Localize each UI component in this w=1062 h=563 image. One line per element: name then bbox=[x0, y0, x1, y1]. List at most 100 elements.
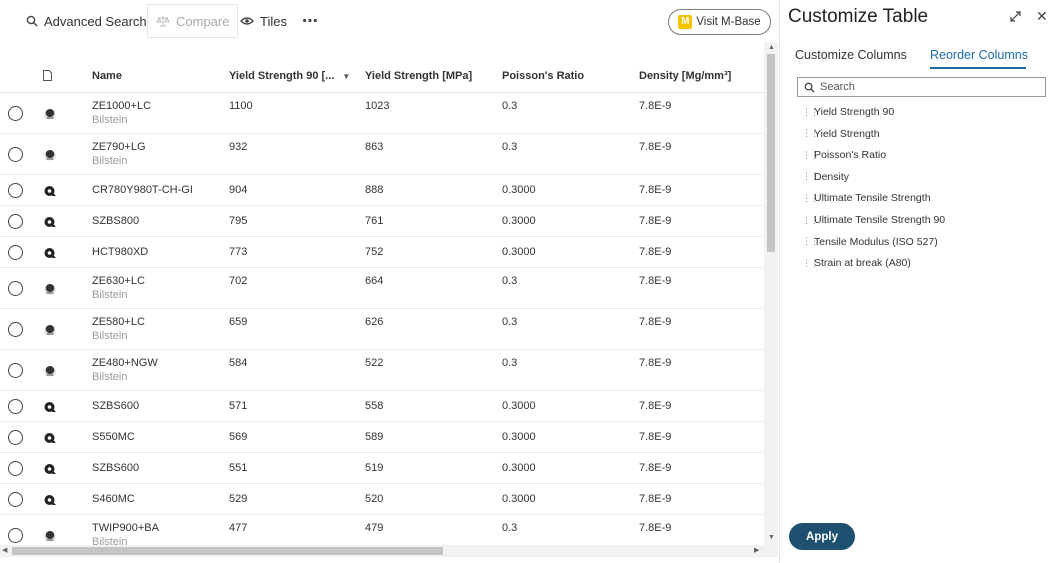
visit-mbase-button[interactable]: M Visit M-Base bbox=[668, 9, 771, 35]
row-select-radio[interactable] bbox=[8, 147, 23, 162]
apply-button[interactable]: Apply bbox=[789, 523, 855, 550]
row-select-radio[interactable] bbox=[8, 281, 23, 296]
more-options-button[interactable]: ⋯ bbox=[302, 4, 319, 38]
reorder-column-item[interactable]: ⋮⋮ Density bbox=[802, 171, 849, 183]
table-row[interactable]: HCT980XD 773 752 0.3000 7.8E-9 bbox=[0, 237, 764, 268]
cell-supplier: Bilstein bbox=[92, 330, 128, 342]
advanced-search-button[interactable]: Advanced Search bbox=[26, 4, 147, 38]
reorder-column-item[interactable]: ⋮⋮ Tensile Modulus (ISO 527) bbox=[802, 236, 938, 248]
cell-name[interactable]: SZBS600 bbox=[92, 462, 140, 474]
horizontal-scrollbar[interactable]: ◀ ▶ bbox=[0, 545, 778, 557]
drag-handle-icon[interactable]: ⋮⋮ bbox=[802, 236, 819, 247]
row-select-radio[interactable] bbox=[8, 183, 23, 198]
tab-customize-columns[interactable]: Customize Columns bbox=[795, 48, 907, 62]
table-row[interactable]: ZE580+LC Bilstein 659 626 0.3 7.8E-9 bbox=[0, 309, 764, 350]
reorder-column-label: Yield Strength bbox=[814, 127, 880, 140]
horizontal-scroll-thumb[interactable] bbox=[12, 547, 443, 555]
tab-reorder-columns[interactable]: Reorder Columns bbox=[930, 48, 1028, 62]
material-coil-icon bbox=[44, 495, 56, 505]
reorder-column-item[interactable]: ⋮⋮ Ultimate Tensile Strength 90 bbox=[802, 214, 945, 226]
drag-handle-icon[interactable]: ⋮⋮ bbox=[802, 192, 819, 203]
drag-handle-icon[interactable]: ⋮⋮ bbox=[802, 171, 819, 182]
row-select-radio[interactable] bbox=[8, 363, 23, 378]
cell-name[interactable]: SZBS600 bbox=[92, 400, 140, 412]
cell-name[interactable]: SZBS800 bbox=[92, 215, 140, 227]
results-pane: Advanced Search Compare Tiles ⋯ M Visit … bbox=[0, 4, 778, 557]
table-row[interactable]: CR780Y980T-CH-GI 904 888 0.3000 7.8E-9 bbox=[0, 175, 764, 206]
drag-handle-icon[interactable]: ⋮⋮ bbox=[802, 128, 819, 139]
table-row[interactable]: ZE630+LC Bilstein 702 664 0.3 7.8E-9 bbox=[0, 268, 764, 309]
scroll-right-icon[interactable]: ▶ bbox=[754, 547, 760, 554]
reorder-column-item[interactable]: ⋮⋮ Strain at break (A80) bbox=[802, 257, 911, 269]
header-poissons-ratio[interactable]: Poisson's Ratio bbox=[502, 70, 585, 82]
row-select-radio[interactable] bbox=[8, 245, 23, 260]
cell-density: 7.8E-9 bbox=[639, 462, 672, 474]
row-select-radio[interactable] bbox=[8, 214, 23, 229]
tiles-button[interactable]: Tiles bbox=[240, 4, 287, 38]
cell-poissons-ratio: 0.3 bbox=[502, 357, 518, 369]
table-row[interactable]: S550MC 569 589 0.3000 7.8E-9 bbox=[0, 422, 764, 453]
more-icon: ⋯ bbox=[302, 13, 319, 30]
cell-yield-strength: 752 bbox=[365, 246, 384, 258]
cell-density: 7.8E-9 bbox=[639, 493, 672, 505]
table-row[interactable]: ZE1000+LC Bilstein 1100 1023 0.3 7.8E-9 bbox=[0, 93, 764, 134]
cell-poissons-ratio: 0.3 bbox=[502, 522, 518, 534]
row-select-radio[interactable] bbox=[8, 430, 23, 445]
scroll-left-icon[interactable]: ◀ bbox=[2, 547, 8, 554]
material-coil-icon bbox=[44, 248, 56, 258]
compare-button[interactable]: Compare bbox=[147, 4, 239, 38]
table-row[interactable]: SZBS600 571 558 0.3000 7.8E-9 bbox=[0, 391, 764, 422]
row-select-radio[interactable] bbox=[8, 106, 23, 121]
cell-yield-strength-90: 659 bbox=[229, 316, 248, 328]
cell-yield-strength-90: 529 bbox=[229, 493, 248, 505]
sort-desc-icon[interactable]: ▼ bbox=[342, 72, 351, 81]
table-row[interactable]: SZBS600 551 519 0.3000 7.8E-9 bbox=[0, 453, 764, 484]
drag-handle-icon[interactable]: ⋮⋮ bbox=[802, 214, 819, 225]
table-row[interactable]: ZE480+NGW Bilstein 584 522 0.3 7.8E-9 bbox=[0, 350, 764, 391]
cell-name[interactable]: ZE630+LC bbox=[92, 275, 145, 287]
cell-name[interactable]: ZE790+LG bbox=[92, 141, 146, 153]
row-select-radio[interactable] bbox=[8, 322, 23, 337]
cell-name[interactable]: HCT980XD bbox=[92, 246, 149, 258]
drag-handle-icon[interactable]: ⋮⋮ bbox=[802, 149, 819, 160]
cell-density: 7.8E-9 bbox=[639, 431, 672, 443]
cell-yield-strength: 664 bbox=[365, 275, 384, 287]
vertical-scroll-thumb[interactable] bbox=[767, 54, 775, 252]
column-search-input[interactable] bbox=[820, 81, 1040, 93]
cell-density: 7.8E-9 bbox=[639, 215, 672, 227]
expand-icon[interactable] bbox=[1009, 10, 1022, 23]
cell-density: 7.8E-9 bbox=[639, 275, 672, 287]
table-row[interactable]: ZE790+LG Bilstein 932 863 0.3 7.8E-9 bbox=[0, 134, 764, 175]
cell-name[interactable]: CR780Y980T-CH-GI bbox=[92, 184, 193, 196]
table-row[interactable]: S460MC 529 520 0.3000 7.8E-9 bbox=[0, 484, 764, 515]
row-select-radio[interactable] bbox=[8, 492, 23, 507]
cell-name[interactable]: S550MC bbox=[92, 431, 135, 443]
header-density[interactable]: Density [Mg/mm³] bbox=[639, 70, 732, 82]
cell-name[interactable]: TWIP900+BA bbox=[92, 522, 159, 534]
cell-name[interactable]: ZE1000+LC bbox=[92, 100, 152, 112]
row-select-radio[interactable] bbox=[8, 399, 23, 414]
cell-poissons-ratio: 0.3000 bbox=[502, 400, 536, 412]
close-icon[interactable]: ✕ bbox=[1036, 8, 1048, 24]
header-yield-strength[interactable]: Yield Strength [MPa] bbox=[365, 70, 473, 82]
reorder-column-item[interactable]: ⋮⋮ Yield Strength bbox=[802, 128, 880, 140]
reorder-column-item[interactable]: ⋮⋮ Ultimate Tensile Strength bbox=[802, 192, 931, 204]
drag-handle-icon[interactable]: ⋮⋮ bbox=[802, 106, 819, 117]
scroll-down-icon[interactable]: ▼ bbox=[768, 534, 775, 541]
row-select-radio[interactable] bbox=[8, 461, 23, 476]
drag-handle-icon[interactable]: ⋮⋮ bbox=[802, 257, 819, 268]
header-name[interactable]: Name bbox=[92, 70, 122, 82]
cell-name[interactable]: S460MC bbox=[92, 493, 135, 505]
cell-name[interactable]: ZE580+LC bbox=[92, 316, 145, 328]
cell-name[interactable]: ZE480+NGW bbox=[92, 357, 158, 369]
row-select-radio[interactable] bbox=[8, 528, 23, 543]
table-row[interactable]: TWIP900+BA Bilstein 477 479 0.3 7.8E-9 bbox=[0, 515, 764, 545]
cell-yield-strength-90: 904 bbox=[229, 184, 248, 196]
cell-yield-strength: 479 bbox=[365, 522, 384, 534]
vertical-scrollbar[interactable]: ▲ ▼ bbox=[764, 42, 778, 545]
header-yield-strength-90[interactable]: Yield Strength 90 [... ▼ bbox=[229, 70, 350, 82]
scroll-up-icon[interactable]: ▲ bbox=[768, 44, 775, 51]
reorder-column-item[interactable]: ⋮⋮ Poisson's Ratio bbox=[802, 149, 886, 161]
table-row[interactable]: SZBS800 795 761 0.3000 7.8E-9 bbox=[0, 206, 764, 237]
reorder-column-item[interactable]: ⋮⋮ Yield Strength 90 bbox=[802, 106, 894, 118]
